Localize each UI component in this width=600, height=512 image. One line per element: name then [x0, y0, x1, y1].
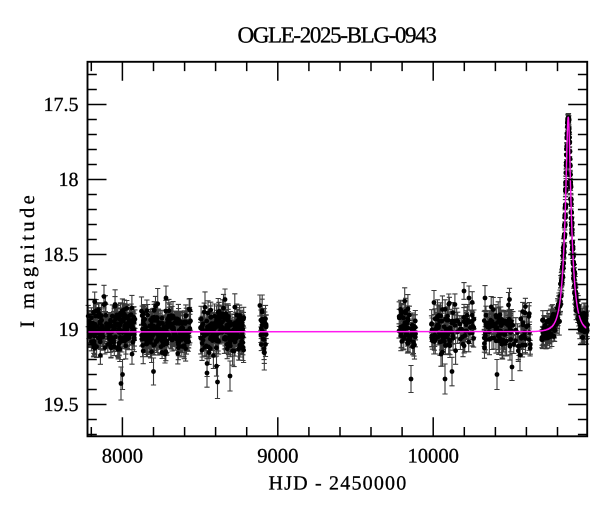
svg-text:HJD - 2450000: HJD - 2450000	[269, 472, 408, 494]
svg-text:9000: 9000	[257, 445, 298, 467]
svg-text:19.5: 19.5	[44, 394, 79, 416]
svg-text:OGLE-2025-BLG-0943: OGLE-2025-BLG-0943	[238, 22, 437, 47]
svg-text:8000: 8000	[102, 445, 143, 467]
svg-text:I magnitude: I magnitude	[17, 192, 39, 328]
svg-text:18: 18	[59, 169, 79, 191]
svg-text:19: 19	[59, 319, 79, 341]
svg-text:10000: 10000	[407, 445, 458, 467]
svg-text:17.5: 17.5	[44, 94, 79, 116]
svg-text:18.5: 18.5	[44, 244, 79, 266]
